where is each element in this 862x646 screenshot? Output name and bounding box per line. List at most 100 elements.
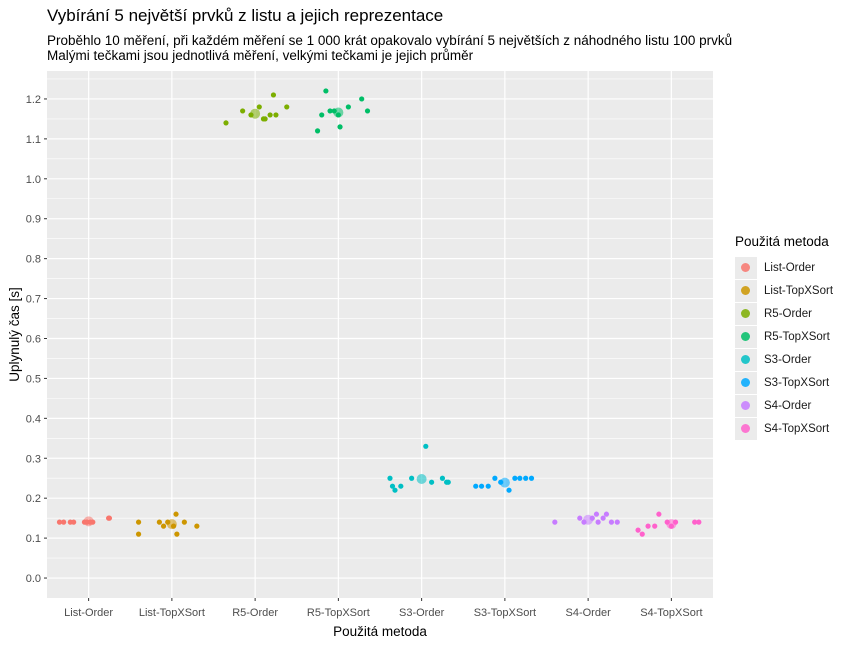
data-point [645, 523, 651, 529]
y-tick-label: 1.0 [26, 174, 41, 186]
mean-point [83, 516, 94, 527]
x-tick-label: S3-TopXSort [474, 607, 536, 619]
data-point [181, 519, 187, 525]
legend-item: List-TopXSort [735, 279, 833, 302]
data-point [696, 519, 702, 525]
data-point [314, 128, 321, 134]
x-axis-label: Použitá metoda [333, 624, 427, 639]
legend-dot [741, 308, 750, 318]
legend-item: R5-Order [735, 302, 833, 325]
legend-key [735, 256, 757, 279]
data-point [692, 519, 698, 525]
data-point [485, 483, 491, 489]
data-point [364, 108, 371, 114]
data-point [492, 475, 498, 481]
data-point [600, 515, 606, 521]
data-point [506, 487, 512, 493]
data-point [173, 511, 179, 517]
legend-label: S3-TopXSort [764, 376, 830, 389]
subtitle-line-2: Malými tečkami jsou jednotlivá měření, v… [47, 48, 474, 63]
data-point [135, 519, 142, 525]
plot-panel [47, 71, 713, 598]
data-point [409, 475, 415, 481]
data-point [614, 519, 620, 525]
data-point [284, 104, 290, 110]
legend-key [735, 302, 757, 325]
data-point [270, 92, 277, 98]
x-tick-label: S4-Order [566, 607, 612, 619]
legend-key [735, 371, 757, 394]
data-point [473, 483, 479, 489]
data-point [423, 443, 429, 449]
data-point [652, 523, 658, 529]
data-point [61, 519, 67, 525]
data-point [359, 96, 365, 102]
legend-key [735, 417, 757, 440]
y-axis-label: Uplynulý čas [s] [7, 287, 22, 382]
data-point [323, 88, 329, 94]
legend-dot [741, 400, 750, 410]
legend-key [735, 279, 757, 302]
y-tick-label: 0.0 [26, 573, 41, 585]
data-point [256, 104, 262, 110]
mean-point [333, 107, 344, 118]
y-tick-label: 0.7 [26, 294, 41, 306]
x-tick-label: List-Order [64, 607, 113, 619]
data-point [593, 511, 600, 517]
legend-dot [741, 262, 750, 272]
data-point [337, 124, 343, 130]
y-tick-label: 0.6 [26, 333, 41, 345]
chart-subtitle: Proběhlo 10 měření, při každém měření se… [47, 33, 732, 63]
legend-key [735, 394, 757, 417]
legend: Použitá metoda List-Order List-TopXSort R5… [735, 234, 833, 440]
data-point [160, 523, 167, 529]
data-point [656, 511, 662, 517]
legend-label: S3-Order [764, 353, 812, 366]
data-point [392, 487, 398, 493]
data-point [345, 104, 351, 110]
legend-items: List-Order List-TopXSort R5-Order R5-TopXSo… [735, 256, 833, 440]
legend-item: S4-TopXSort [735, 417, 833, 440]
y-tick-label: 0.8 [26, 254, 41, 266]
data-point [240, 108, 246, 114]
data-point [603, 511, 610, 517]
data-point [223, 120, 229, 126]
subtitle-line-1: Proběhlo 10 měření, při každém měření se… [47, 33, 733, 48]
data-point [71, 519, 77, 525]
data-point [273, 112, 279, 118]
legend-label: R5-TopXSort [764, 330, 830, 343]
x-tick-label: S3-Order [399, 607, 445, 619]
legend-label: List-TopXSort [764, 284, 834, 297]
x-tick-label: R5-Order [232, 607, 278, 619]
data-point [389, 483, 396, 489]
legend-key [735, 348, 757, 371]
data-point [156, 519, 162, 525]
data-point [445, 479, 451, 485]
data-point [577, 515, 583, 521]
legend-item: R5-TopXSort [735, 325, 833, 348]
data-point [478, 483, 485, 489]
data-point [106, 515, 113, 521]
data-point [327, 108, 333, 114]
legend-dot [741, 377, 750, 387]
legend-label: List-Order [764, 261, 816, 274]
data-point [635, 527, 641, 533]
legend-dot [741, 354, 750, 364]
legend-label: S4-TopXSort [764, 422, 830, 435]
mean-point [166, 519, 177, 530]
legend-label: S4-Order [764, 399, 812, 412]
legend-item: S3-Order [735, 348, 833, 371]
data-point [135, 531, 142, 537]
data-point [608, 519, 615, 525]
mean-point [583, 514, 594, 525]
data-point [523, 475, 529, 481]
y-tick-label: 0.9 [26, 214, 41, 226]
mean-point [250, 108, 261, 119]
y-tick-label: 0.3 [26, 453, 41, 465]
legend-dot [741, 423, 750, 433]
data-point [194, 523, 200, 529]
y-tick-label: 1.1 [26, 134, 41, 146]
legend-label: R5-Order [764, 307, 812, 320]
x-tick-label: R5-TopXSort [307, 607, 370, 619]
legend-item: List-Order [735, 256, 833, 279]
